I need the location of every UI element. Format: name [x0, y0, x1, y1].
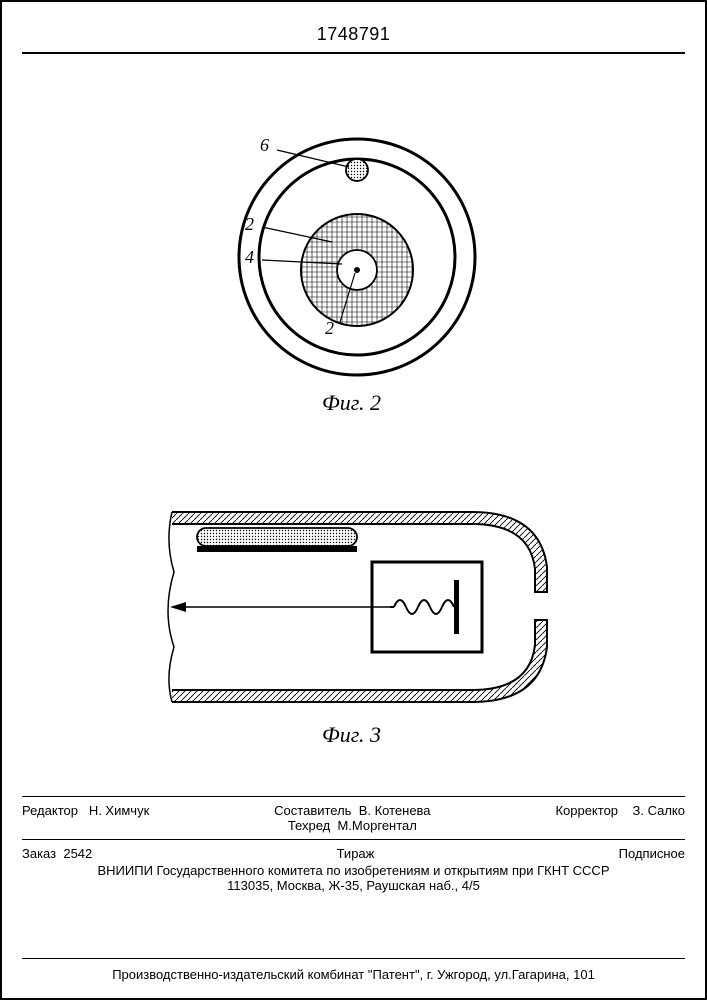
top-rule: [22, 52, 685, 54]
callout-2b: 2: [325, 318, 334, 339]
credits-block: Редактор Н. Химчук Составитель В. Котене…: [22, 796, 685, 893]
composer-label: Составитель: [274, 803, 351, 818]
editor: Редактор Н. Химчук: [22, 803, 149, 833]
corrector: Корректор З. Салко: [555, 803, 685, 833]
credits-mid-rule: [22, 839, 685, 840]
tirazh-label: Тираж: [337, 846, 375, 861]
fig3-label: Фиг. 3: [322, 722, 381, 748]
tech-name: М.Моргентал: [337, 818, 416, 833]
figure-2: 6 2 4 2 Фиг. 2: [2, 92, 705, 412]
order-num: 2542: [63, 846, 92, 861]
corrector-label: Корректор: [555, 803, 618, 818]
composer-name: В. Котенева: [359, 803, 431, 818]
credits-row-2: Заказ 2542 Тираж Подписное: [22, 846, 685, 861]
editor-label: Редактор: [22, 803, 78, 818]
order: Заказ 2542: [22, 846, 92, 861]
callout-2a: 2: [245, 214, 254, 235]
callout-6: 6: [260, 135, 269, 156]
patent-number: 1748791: [2, 24, 705, 45]
vniipi-line2: 113035, Москва, Ж-35, Раушская наб., 4/5: [22, 878, 685, 893]
order-label: Заказ: [22, 846, 56, 861]
tech-label: Техред: [288, 818, 330, 833]
corrector-name: З. Салко: [633, 803, 686, 818]
credits-top-rule: [22, 796, 685, 797]
credits-row-1: Редактор Н. Химчук Составитель В. Котене…: [22, 803, 685, 833]
fig2-label: Фиг. 2: [322, 390, 381, 416]
callout-4: 4: [245, 247, 254, 268]
signed-label: Подписное: [619, 846, 685, 861]
page: 1748791: [0, 0, 707, 1000]
editor-name: Н. Химчук: [89, 803, 149, 818]
printer-line: Производственно-издательский комбинат "П…: [22, 958, 685, 982]
figure-2-svg: [2, 92, 707, 412]
vniipi-line1: ВНИИПИ Государственного комитета по изоб…: [22, 863, 685, 878]
composer-tech: Составитель В. Котенева Техред М.Моргент…: [274, 803, 430, 833]
figure-3: Фиг. 3: [2, 472, 705, 772]
